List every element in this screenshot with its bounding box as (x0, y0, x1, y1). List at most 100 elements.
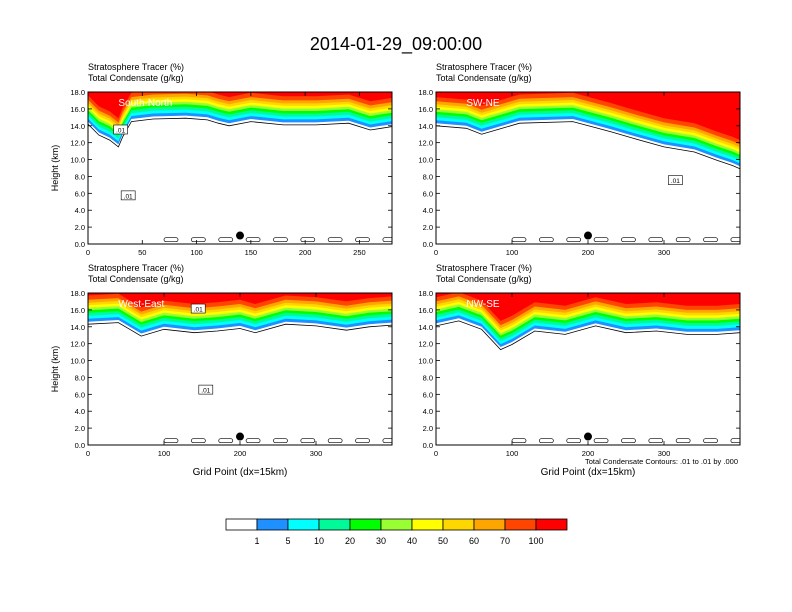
panel-title-2: Total Condensate (g/kg) (88, 274, 184, 284)
condensate-cell (355, 237, 370, 243)
plot-frame (87, 91, 393, 245)
tracer-field (436, 92, 740, 244)
y-tick-label: 8.0 (75, 172, 85, 181)
y-tick-label: 0.0 (75, 441, 85, 450)
colorbar-label: 5 (285, 536, 290, 546)
x-tick-label: 300 (658, 248, 671, 257)
colorbar-swatch (411, 518, 444, 531)
colorbar-label: 10 (314, 536, 324, 546)
x-tick-label: 0 (86, 449, 90, 458)
condensate-cell (191, 237, 206, 243)
colorbar-swatch (318, 518, 351, 531)
x-tick-label: 250 (353, 248, 366, 257)
colorbar-swatch (504, 518, 537, 531)
condensate-cell (218, 237, 234, 243)
colorbar-label: 1 (254, 536, 259, 546)
location-marker (584, 432, 592, 441)
y-tick-label: 2.0 (423, 424, 433, 433)
panel-label: West-East (118, 299, 164, 310)
y-tick-label: 4.0 (423, 206, 433, 215)
contour-label: .01 (194, 307, 203, 314)
y-tick-label: 12.0 (418, 139, 433, 148)
panel-title-1: Stratosphere Tracer (%) (436, 62, 532, 72)
y-tick-label: 12.0 (70, 340, 85, 349)
y-tick-label: 4.0 (75, 206, 85, 215)
condensate-cell (675, 438, 691, 444)
contour-label-box (668, 175, 683, 185)
condensate-cell (730, 438, 740, 444)
panel-sw-ne: SW-NE Stratosphere Tracer (%)Total Conden… (418, 62, 741, 257)
condensate-cell (730, 237, 740, 243)
x-tick-label: 200 (582, 449, 595, 458)
condensate-cell (163, 237, 179, 243)
x-tick-label: 50 (138, 248, 146, 257)
condensate-cell (355, 438, 370, 444)
y-tick-label: 14.0 (70, 323, 85, 332)
y-tick-label: 16.0 (418, 306, 433, 315)
y-tick-label: 10.0 (70, 357, 85, 366)
y-tick-label: 4.0 (423, 407, 433, 416)
y-tick-label: 18.0 (418, 88, 433, 97)
y-tick-label: 14.0 (418, 122, 433, 131)
location-marker (236, 432, 244, 441)
colorbar-swatch (225, 518, 258, 531)
condensate-cell (300, 237, 316, 243)
tracer-band-10 (436, 293, 740, 321)
condensate-cell (163, 438, 179, 444)
condensate-cell (539, 438, 554, 444)
condensate-cell (382, 237, 392, 243)
contour-label: .01 (671, 178, 680, 185)
panel-west-east: West-East Stratosphere Tracer (%)Total Co… (50, 263, 393, 478)
condensate-cell (703, 438, 718, 444)
x-axis-label: Grid Point (dx=15km) (193, 467, 288, 478)
panel-title-1: Stratosphere Tracer (%) (88, 62, 184, 72)
y-tick-label: 6.0 (423, 390, 433, 399)
contour-label: .01 (124, 193, 133, 200)
colorbar-label: 60 (469, 536, 479, 546)
condensate-cell (327, 438, 343, 444)
y-axis-label: Height (km) (50, 346, 60, 393)
y-tick-label: 12.0 (70, 139, 85, 148)
tracer-field (436, 293, 740, 445)
condensate-cell (648, 438, 664, 444)
panel-south-north: South-North Stratosphere Tracer (%)Total … (50, 62, 393, 257)
contour-label: .01 (201, 388, 210, 395)
condensate-cell (675, 237, 691, 243)
y-tick-label: 0.0 (423, 441, 433, 450)
contour-note: Total Condensate Contours: .01 to .01 by… (585, 457, 738, 466)
y-axis-label: Height (km) (50, 145, 60, 192)
condensate-cell (245, 438, 261, 444)
y-tick-label: 12.0 (418, 340, 433, 349)
condensate-cell (382, 438, 392, 444)
condensate-cell (648, 237, 664, 243)
condensate-cell (273, 438, 288, 444)
x-tick-label: 0 (434, 248, 438, 257)
x-tick-label: 200 (582, 248, 595, 257)
y-tick-label: 18.0 (70, 289, 85, 298)
condensate-cell (218, 438, 234, 444)
y-tick-label: 8.0 (423, 373, 433, 382)
colorbar-label: 30 (376, 536, 386, 546)
x-tick-label: 200 (299, 248, 312, 257)
y-tick-label: 6.0 (75, 189, 85, 198)
x-tick-label: 100 (506, 449, 519, 458)
location-marker (584, 231, 592, 240)
y-tick-label: 10.0 (418, 357, 433, 366)
y-tick-label: 0.0 (75, 240, 85, 249)
condensate-contour (88, 322, 392, 337)
contour-label-box (198, 384, 214, 395)
condensate-cell (703, 237, 718, 243)
colorbar-label: 70 (500, 536, 510, 546)
colorbar-swatch (256, 518, 289, 531)
x-tick-label: 0 (86, 248, 90, 257)
tracer-field (88, 92, 392, 244)
y-tick-label: 4.0 (75, 407, 85, 416)
y-tick-label: 18.0 (70, 88, 85, 97)
y-tick-label: 8.0 (75, 373, 85, 382)
condensate-cell (621, 237, 636, 243)
x-tick-label: 200 (234, 449, 247, 458)
panel-title-2: Total Condensate (g/kg) (436, 274, 532, 284)
y-tick-label: 0.0 (423, 240, 433, 249)
condensate-cell (593, 438, 609, 444)
